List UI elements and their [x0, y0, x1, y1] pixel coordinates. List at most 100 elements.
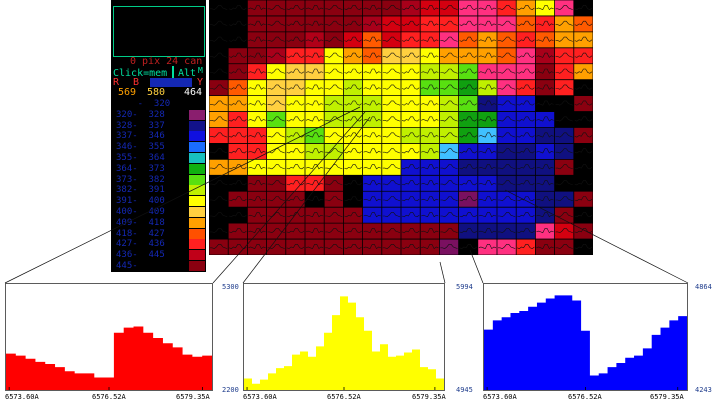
grid-cell[interactable]: [209, 111, 229, 128]
grid-cell[interactable]: [228, 175, 248, 192]
grid-cell[interactable]: [266, 95, 287, 112]
grid-cell[interactable]: [343, 63, 363, 80]
grid-cell[interactable]: [343, 175, 363, 192]
grid-cell[interactable]: [228, 223, 248, 240]
grid-cell[interactable]: [497, 191, 517, 208]
grid-cell[interactable]: [209, 15, 229, 33]
grid-cell[interactable]: [266, 47, 287, 65]
grid-cell[interactable]: [228, 143, 248, 160]
grid-cell[interactable]: [516, 207, 536, 224]
grid-cell[interactable]: [401, 143, 421, 160]
grid-cell[interactable]: [516, 175, 536, 192]
grid-cell[interactable]: [401, 207, 421, 224]
grid-cell[interactable]: [228, 159, 248, 176]
grid-cell[interactable]: [401, 127, 421, 144]
grid-cell[interactable]: [458, 31, 479, 49]
grid-cell[interactable]: [554, 47, 575, 65]
grid-cell[interactable]: [439, 143, 459, 160]
grid-cell[interactable]: [343, 15, 363, 33]
grid-cell[interactable]: [516, 223, 536, 240]
grid-cell[interactable]: [362, 31, 383, 49]
grid-cell[interactable]: [343, 223, 363, 240]
grid-cell[interactable]: [362, 95, 383, 112]
grid-cell[interactable]: [573, 47, 593, 65]
grid-cell[interactable]: [401, 63, 421, 80]
grid-cell[interactable]: [324, 111, 344, 128]
grid-cell[interactable]: [285, 47, 306, 65]
grid-cell[interactable]: [420, 223, 440, 240]
grid-cell[interactable]: [573, 175, 593, 192]
grid-cell[interactable]: [516, 191, 536, 208]
grid-cell[interactable]: [381, 159, 402, 176]
grid-cell[interactable]: [285, 239, 306, 255]
grid-cell[interactable]: [324, 223, 344, 240]
grid-cell[interactable]: [554, 191, 575, 208]
grid-cell[interactable]: [516, 0, 536, 17]
grid-cell[interactable]: [247, 15, 267, 33]
histogram-red[interactable]: [5, 283, 213, 391]
grid-cell[interactable]: [439, 111, 459, 128]
grid-cell[interactable]: [381, 63, 402, 80]
grid-cell[interactable]: [305, 47, 325, 65]
grid-cell[interactable]: [343, 0, 363, 17]
grid-cell[interactable]: [439, 239, 459, 255]
grid-cell[interactable]: [497, 175, 517, 192]
grid-cell[interactable]: [285, 223, 306, 240]
grid-cell[interactable]: [401, 0, 421, 17]
grid-cell[interactable]: [324, 95, 344, 112]
grid-cell[interactable]: [401, 159, 421, 176]
grid-cell[interactable]: [401, 239, 421, 255]
grid-cell[interactable]: [401, 95, 421, 112]
grid-cell[interactable]: [458, 95, 479, 112]
grid-cell[interactable]: [285, 175, 306, 192]
grid-cell[interactable]: [573, 239, 593, 255]
grid-cell[interactable]: [497, 79, 517, 96]
grid-cell[interactable]: [381, 15, 402, 33]
grid-cell[interactable]: [497, 223, 517, 240]
grid-cell[interactable]: [420, 127, 440, 144]
grid-cell[interactable]: [458, 175, 479, 192]
grid-cell[interactable]: [420, 79, 440, 96]
grid-cell[interactable]: [324, 159, 344, 176]
grid-cell[interactable]: [381, 191, 402, 208]
grid-cell[interactable]: [420, 0, 440, 17]
grid-cell[interactable]: [362, 47, 383, 65]
grid-cell[interactable]: [381, 95, 402, 112]
grid-cell[interactable]: [343, 191, 363, 208]
grid-cell[interactable]: [573, 111, 593, 128]
grid-cell[interactable]: [477, 175, 498, 192]
grid-cell[interactable]: [305, 0, 325, 17]
grid-cell[interactable]: [535, 63, 555, 80]
grid-cell[interactable]: [266, 223, 287, 240]
grid-cell[interactable]: [535, 175, 555, 192]
grid-cell[interactable]: [381, 207, 402, 224]
grid-cell[interactable]: [228, 95, 248, 112]
grid-cell[interactable]: [439, 223, 459, 240]
grid-cell[interactable]: [420, 95, 440, 112]
grid-cell[interactable]: [497, 143, 517, 160]
grid-cell[interactable]: [554, 127, 575, 144]
grid-cell[interactable]: [209, 0, 229, 17]
grid-cell[interactable]: [305, 79, 325, 96]
grid-cell[interactable]: [439, 0, 459, 17]
grid-cell[interactable]: [324, 47, 344, 65]
grid-cell[interactable]: [228, 63, 248, 80]
grid-cell[interactable]: [228, 191, 248, 208]
grid-cell[interactable]: [324, 191, 344, 208]
grid-cell[interactable]: [401, 31, 421, 49]
grid-cell[interactable]: [458, 47, 479, 65]
grid-cell[interactable]: [516, 143, 536, 160]
grid-cell[interactable]: [458, 0, 479, 17]
m-mode-text[interactable]: M: [198, 66, 203, 75]
grid-cell[interactable]: [343, 47, 363, 65]
grid-cell[interactable]: [381, 143, 402, 160]
grid-cell[interactable]: [535, 95, 555, 112]
grid-cell[interactable]: [305, 31, 325, 49]
grid-cell[interactable]: [266, 143, 287, 160]
grid-cell[interactable]: [477, 223, 498, 240]
grid-cell[interactable]: [305, 15, 325, 33]
grid-cell[interactable]: [228, 0, 248, 17]
grid-cell[interactable]: [516, 239, 536, 255]
grid-cell[interactable]: [458, 159, 479, 176]
grid-cell[interactable]: [209, 79, 229, 96]
